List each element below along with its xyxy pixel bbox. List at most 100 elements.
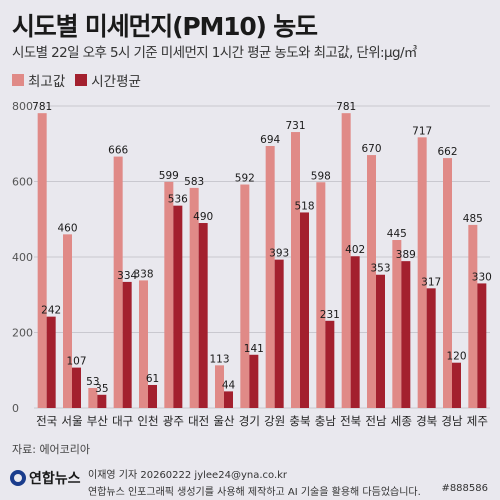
bar-max [88,387,98,408]
bar-max [392,240,402,408]
yonhap-logo: 연합뉴스 [10,468,81,488]
data-label-avg: 120 [446,351,466,363]
bar-avg [46,316,56,408]
x-tick-label: 서울 [61,414,82,428]
data-label-avg: 353 [370,263,390,275]
x-tick-label: 전국 [36,414,57,428]
data-label-avg: 242 [41,305,61,317]
x-tick-label: 경기 [239,414,260,428]
x-tick-label: 충남 [315,414,337,428]
bar-max [265,146,275,408]
bar-avg [452,362,461,408]
data-label-max: 583 [184,176,204,188]
x-tick-label: 제주 [467,414,488,428]
bar-max [417,137,427,408]
data-label-avg: 317 [421,276,441,288]
chart-subtitle: 시도별 22일 오후 5시 기준 미세먼지 1시간 평균 농도와 최고값, 단위… [12,45,417,61]
x-tick-label: 경북 [416,414,437,428]
data-label-avg: 518 [294,200,314,212]
bar-max [341,113,351,409]
data-label-max: 694 [260,134,280,146]
chart-title: 시도별 미세먼지(PM10) 농도 [12,12,318,41]
image-code: #888586 [441,483,488,494]
bar-avg [198,223,208,408]
bar-max [139,280,148,408]
notice: 연합뉴스 인포그래픽 생성기를 사용해 제작하고 AI 기술을 활용해 다듬었습… [88,487,421,498]
bar-max [367,155,376,408]
legend-label-avg: 시간평균 [91,74,141,90]
data-label-avg: 44 [222,379,236,391]
y-tick-label: 800 [12,100,33,113]
x-tick-label: 인천 [137,414,158,428]
logo-text: 연합뉴스 [29,471,81,487]
data-label-max: 662 [437,146,457,158]
data-label-avg: 61 [146,373,159,385]
data-label-avg: 107 [66,356,86,368]
bar-max [291,132,300,409]
bar-max [468,224,478,408]
bar-max [240,184,250,408]
data-label-max: 338 [133,268,153,280]
x-tick-label: 경남 [441,414,463,428]
bar-avg [274,259,284,408]
bar-max [37,113,47,409]
bar-avg [249,354,259,408]
bar-avg [173,205,183,408]
x-tick-label: 울산 [213,414,235,428]
byline: 이재영 기자 20260222 jylee24@yna.co.kr [88,470,288,481]
data-label-avg: 231 [320,309,340,321]
bar-avg [224,391,233,408]
bar-max [189,187,199,408]
legend-swatch-avg [75,74,88,86]
bar-avg [350,256,360,408]
data-label-max: 53 [86,376,99,388]
data-label-avg: 402 [345,244,365,256]
data-label-avg: 389 [396,249,416,261]
data-label-max: 666 [108,145,128,157]
y-tick-label: 200 [12,327,33,340]
y-tick-label: 400 [12,251,33,264]
bar-avg [300,212,309,408]
data-label-max: 717 [412,125,432,137]
legend: 최고값 시간평균 [12,70,151,90]
x-tick-label: 광주 [163,414,184,428]
bar-avg [148,384,157,408]
data-label-avg: 393 [269,248,289,260]
bar-avg [401,261,411,408]
data-label-avg: 330 [472,271,492,283]
bar-max [316,182,326,408]
data-label-avg: 35 [95,383,108,395]
data-label-max: 670 [361,143,381,155]
x-tick-label: 부산 [87,414,109,428]
source-note: 자료: 에어코리아 [12,443,91,456]
bar-max [113,156,123,408]
x-tick-label: 대전 [188,414,209,428]
y-tick-label: 600 [12,176,33,189]
data-label-max: 598 [311,170,331,182]
data-label-avg: 536 [168,194,188,206]
data-label-max: 113 [209,353,229,365]
data-label-max: 781 [32,101,52,113]
x-tick-label: 충북 [289,414,310,428]
legend-item-avg: 시간평균 [75,70,141,90]
bar-avg [122,281,132,408]
x-tick-label: 전남 [365,414,387,428]
logo-mark-icon [10,470,26,486]
bar-max [164,181,174,408]
bar-avg [97,394,107,408]
data-label-max: 485 [463,213,483,225]
data-label-max: 731 [285,120,305,132]
bar-avg [477,283,487,408]
footer: 연합뉴스 이재영 기자 20260222 jylee24@yna.co.kr 연… [0,462,500,500]
x-tick-label: 전북 [340,414,361,428]
y-tick-label: 0 [12,402,19,415]
data-label-max: 445 [387,228,407,240]
bar-avg [376,274,385,408]
legend-swatch-max [12,74,24,86]
data-label-max: 781 [336,101,356,113]
data-label-avg: 141 [244,343,264,355]
bar-max [443,158,452,408]
legend-item-max: 최고값 [12,70,65,90]
data-label-max: 592 [235,173,255,185]
